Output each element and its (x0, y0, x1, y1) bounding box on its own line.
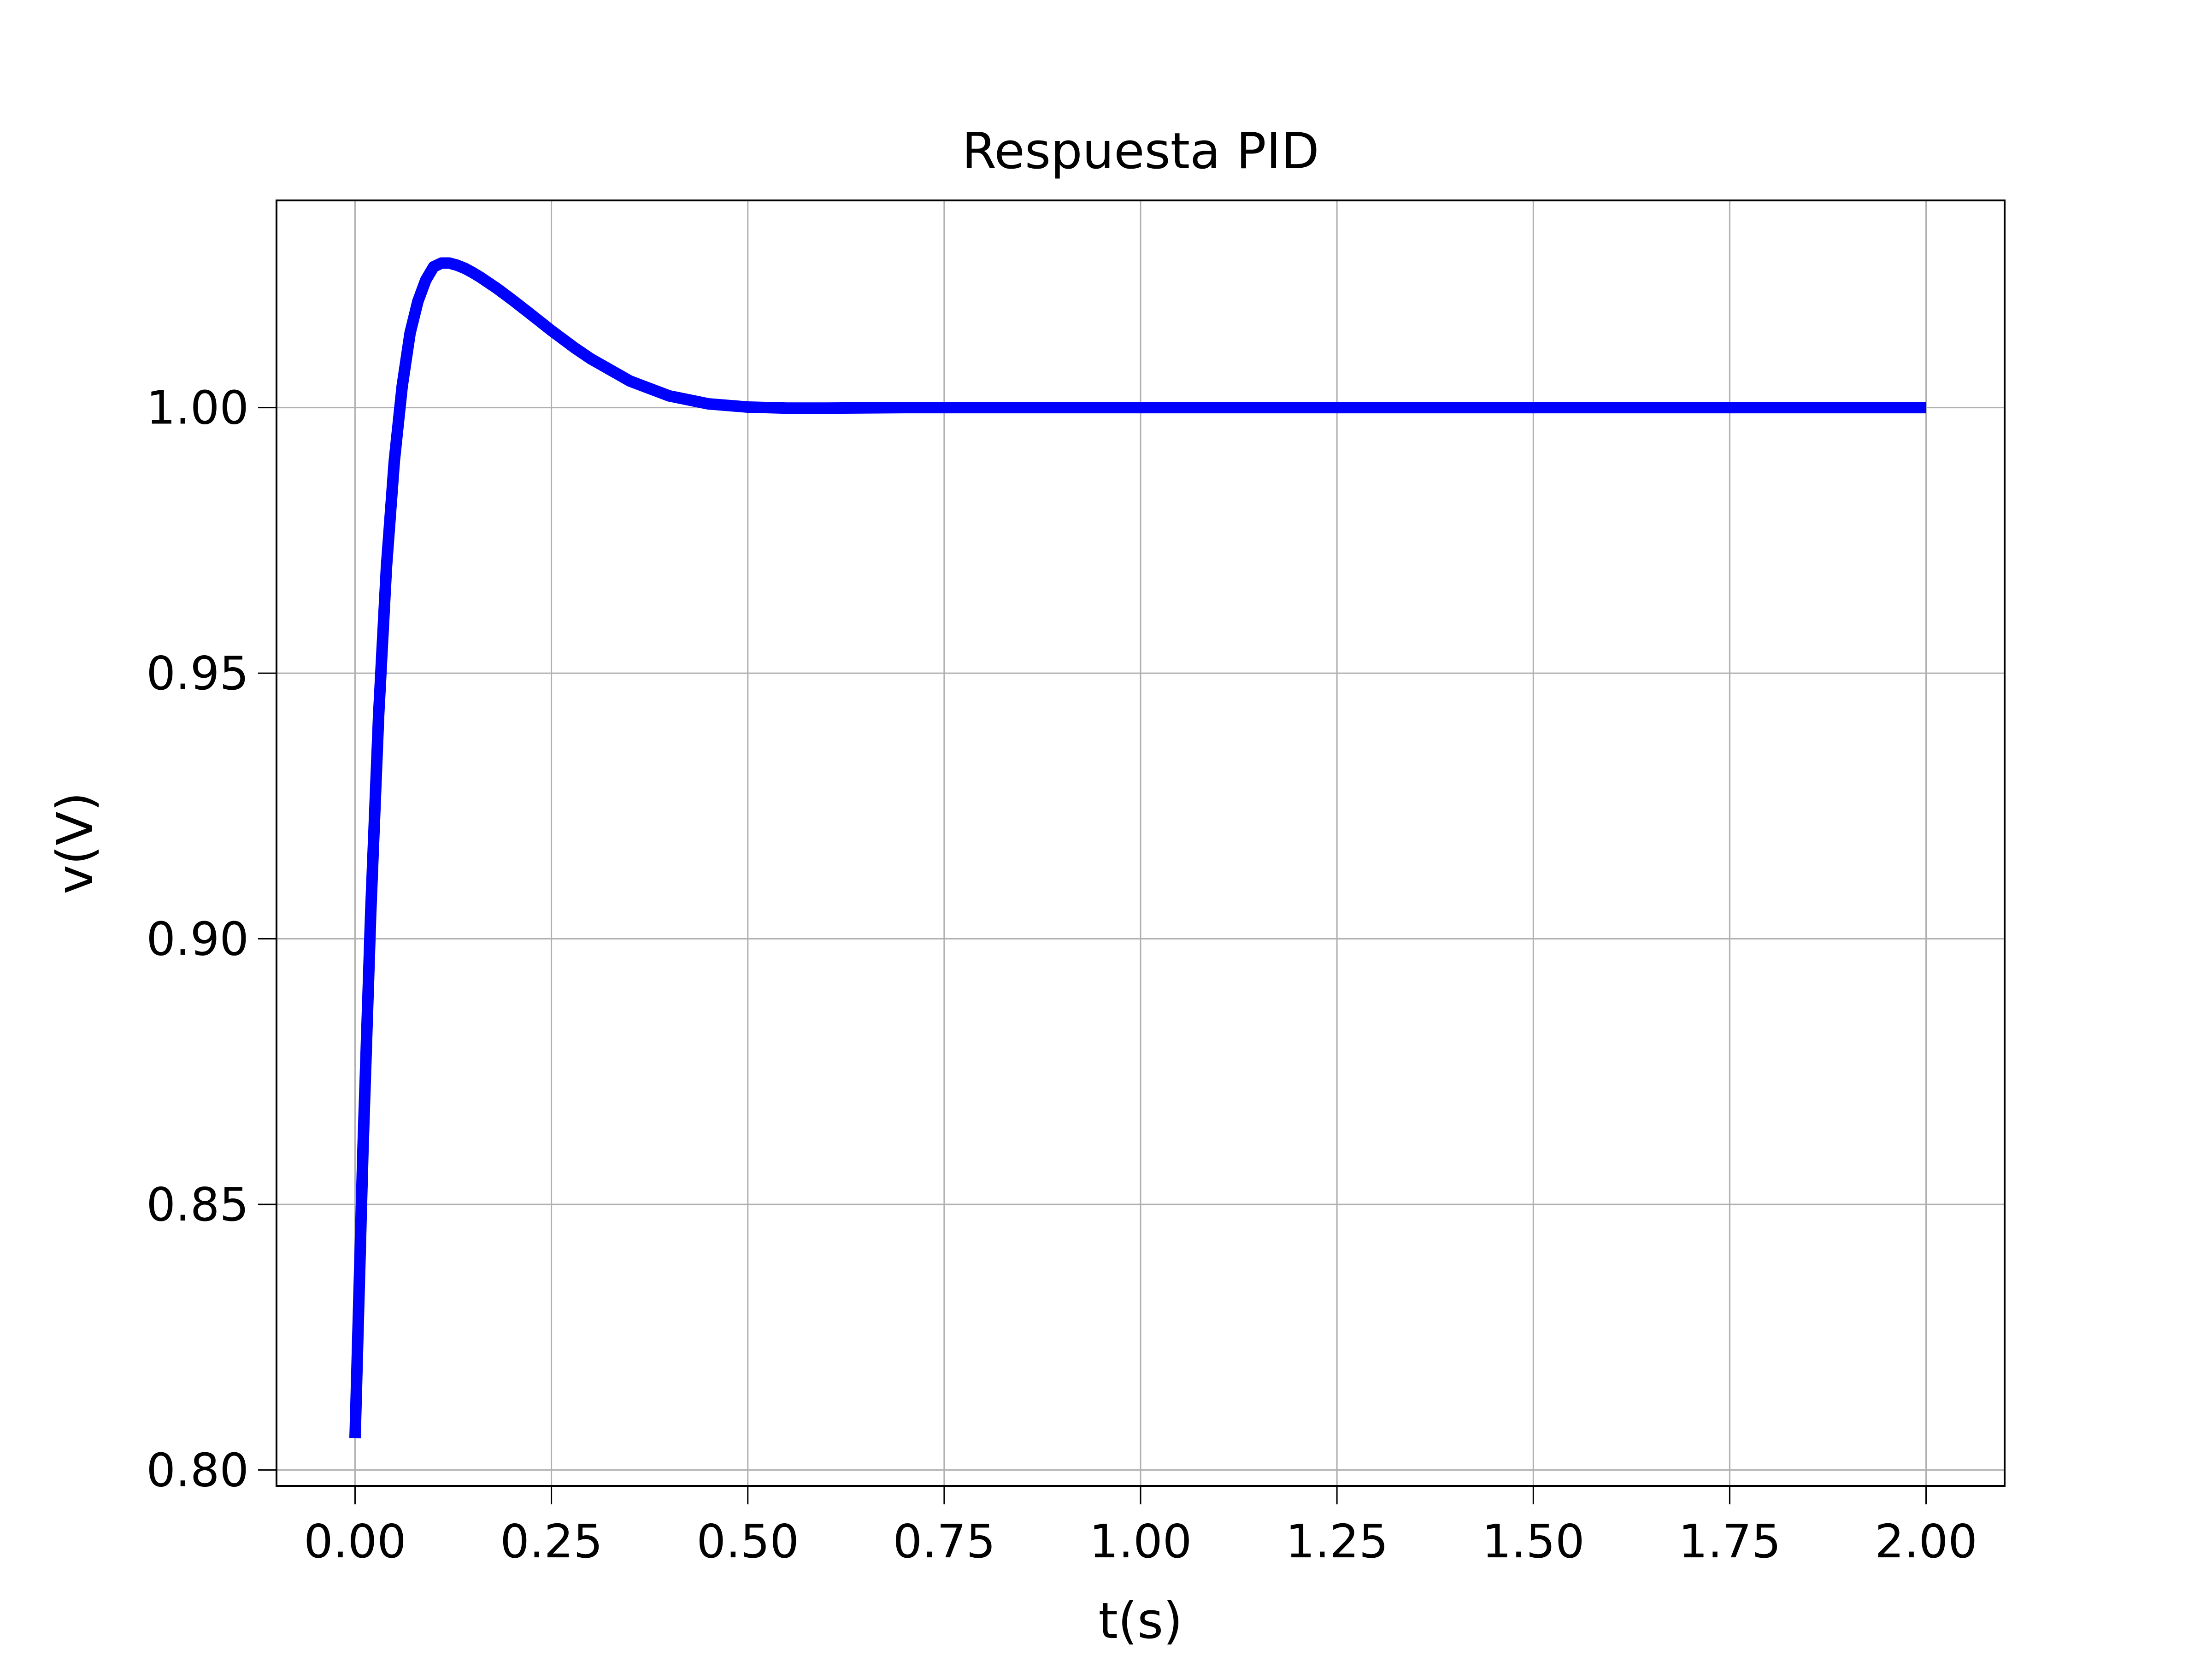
y-tick-label: 1.00 (146, 381, 249, 435)
x-axis-label: t(s) (1099, 1592, 1183, 1650)
x-tick-label: 1.00 (1089, 1514, 1192, 1568)
y-tick-label: 0.95 (146, 646, 249, 700)
x-tick-label: 0.00 (304, 1514, 406, 1568)
series-line (349, 257, 1926, 1438)
x-tick-label: 1.50 (1482, 1514, 1585, 1568)
x-tick-label: 0.25 (500, 1514, 603, 1568)
x-tick-label: 0.75 (893, 1514, 996, 1568)
y-axis-label: v(V) (47, 792, 104, 894)
axis-ticks: 0.00 0.25 0.50 0.75 1.00 1.25 1.50 1.75 2.00 0.80… (146, 381, 1977, 1568)
y-tick-label: 0.80 (146, 1443, 249, 1497)
x-tick-label: 1.75 (1678, 1514, 1781, 1568)
series-layer (349, 257, 1926, 1438)
x-tick-label: 1.25 (1286, 1514, 1388, 1568)
y-tick-label: 0.85 (146, 1178, 249, 1232)
x-tick-label: 0.50 (696, 1514, 799, 1568)
x-tick-label: 2.00 (1875, 1514, 1977, 1568)
y-tick-label: 0.90 (146, 912, 249, 966)
chart-title: Respuesta PID (962, 123, 1319, 180)
